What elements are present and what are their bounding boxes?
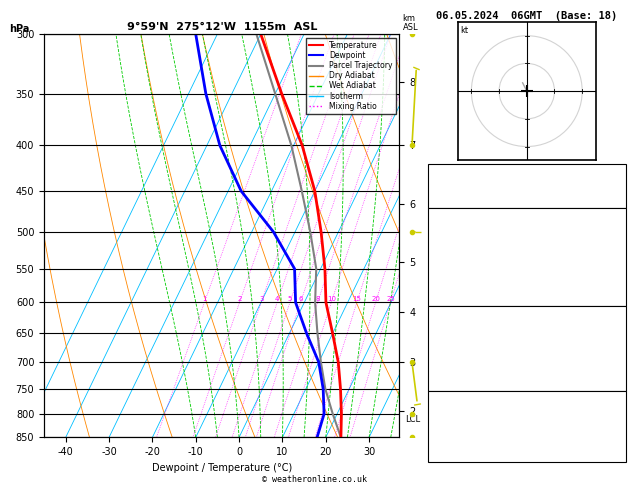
Text: 20: 20: [371, 296, 380, 302]
Text: 5: 5: [287, 296, 292, 302]
Text: 545: 545: [606, 278, 622, 287]
Text: 06.05.2024  06GMT  (Base: 18): 06.05.2024 06GMT (Base: 18): [436, 11, 618, 21]
Text: Lifted Index: Lifted Index: [431, 349, 496, 358]
Text: -2: -2: [611, 264, 622, 274]
Text: CIN (J): CIN (J): [431, 376, 469, 385]
Text: km
ASL: km ASL: [403, 14, 418, 32]
Text: LCL: LCL: [405, 415, 420, 424]
Text: 1: 1: [616, 447, 622, 456]
Text: hPa: hPa: [9, 24, 30, 34]
X-axis label: Dewpoint / Temperature (°C): Dewpoint / Temperature (°C): [152, 463, 292, 473]
Text: 36: 36: [611, 166, 622, 175]
Text: -1: -1: [611, 406, 622, 416]
Text: Surface: Surface: [508, 210, 545, 219]
Text: 25: 25: [386, 296, 395, 302]
Text: StmSpd (kt): StmSpd (kt): [431, 447, 491, 456]
Text: 18: 18: [611, 237, 622, 246]
Text: 10: 10: [326, 296, 336, 302]
Text: 15: 15: [352, 296, 361, 302]
Text: 43: 43: [611, 180, 622, 189]
Text: 2.93: 2.93: [601, 193, 622, 203]
Text: θₑ (K): θₑ (K): [431, 335, 464, 345]
Text: 3: 3: [259, 296, 264, 302]
Text: SREH: SREH: [431, 420, 453, 429]
Text: 23.5: 23.5: [601, 224, 622, 233]
Text: 351: 351: [606, 335, 622, 345]
Text: CAPE (J): CAPE (J): [431, 278, 474, 287]
Text: 4: 4: [275, 296, 279, 302]
Text: 324°: 324°: [601, 434, 622, 443]
Text: Most Unstable: Most Unstable: [492, 308, 562, 317]
Text: 351: 351: [606, 251, 622, 260]
Title: 9°59'N  275°12'W  1155m  ASL: 9°59'N 275°12'W 1155m ASL: [126, 22, 317, 32]
Text: 6: 6: [298, 296, 303, 302]
Text: CIN (J): CIN (J): [431, 292, 469, 301]
Text: 0: 0: [616, 292, 622, 301]
Text: Pressure (mb): Pressure (mb): [431, 322, 501, 331]
Text: Hodograph: Hodograph: [503, 393, 551, 402]
Text: Lifted Index: Lifted Index: [431, 264, 496, 274]
Text: CAPE (J): CAPE (J): [431, 363, 474, 372]
Text: 0: 0: [616, 376, 622, 385]
Text: 2: 2: [237, 296, 242, 302]
Text: Temp (°C): Temp (°C): [431, 224, 480, 233]
Text: 885: 885: [606, 322, 622, 331]
Text: -1: -1: [611, 420, 622, 429]
Text: © weatheronline.co.uk: © weatheronline.co.uk: [262, 474, 367, 484]
Legend: Temperature, Dewpoint, Parcel Trajectory, Dry Adiabat, Wet Adiabat, Isotherm, Mi: Temperature, Dewpoint, Parcel Trajectory…: [306, 38, 396, 114]
Text: Totals Totals: Totals Totals: [431, 180, 501, 189]
Text: Dewp (°C): Dewp (°C): [431, 237, 480, 246]
Text: K: K: [431, 166, 437, 175]
Text: 8: 8: [315, 296, 320, 302]
Text: kt: kt: [460, 26, 469, 35]
Text: -2: -2: [611, 349, 622, 358]
Text: PW (cm): PW (cm): [431, 193, 469, 203]
Text: 1: 1: [202, 296, 206, 302]
Text: StmDir: StmDir: [431, 434, 464, 443]
Text: θₑ(K): θₑ(K): [431, 251, 459, 260]
Text: 545: 545: [606, 363, 622, 372]
Text: EH: EH: [431, 406, 442, 416]
